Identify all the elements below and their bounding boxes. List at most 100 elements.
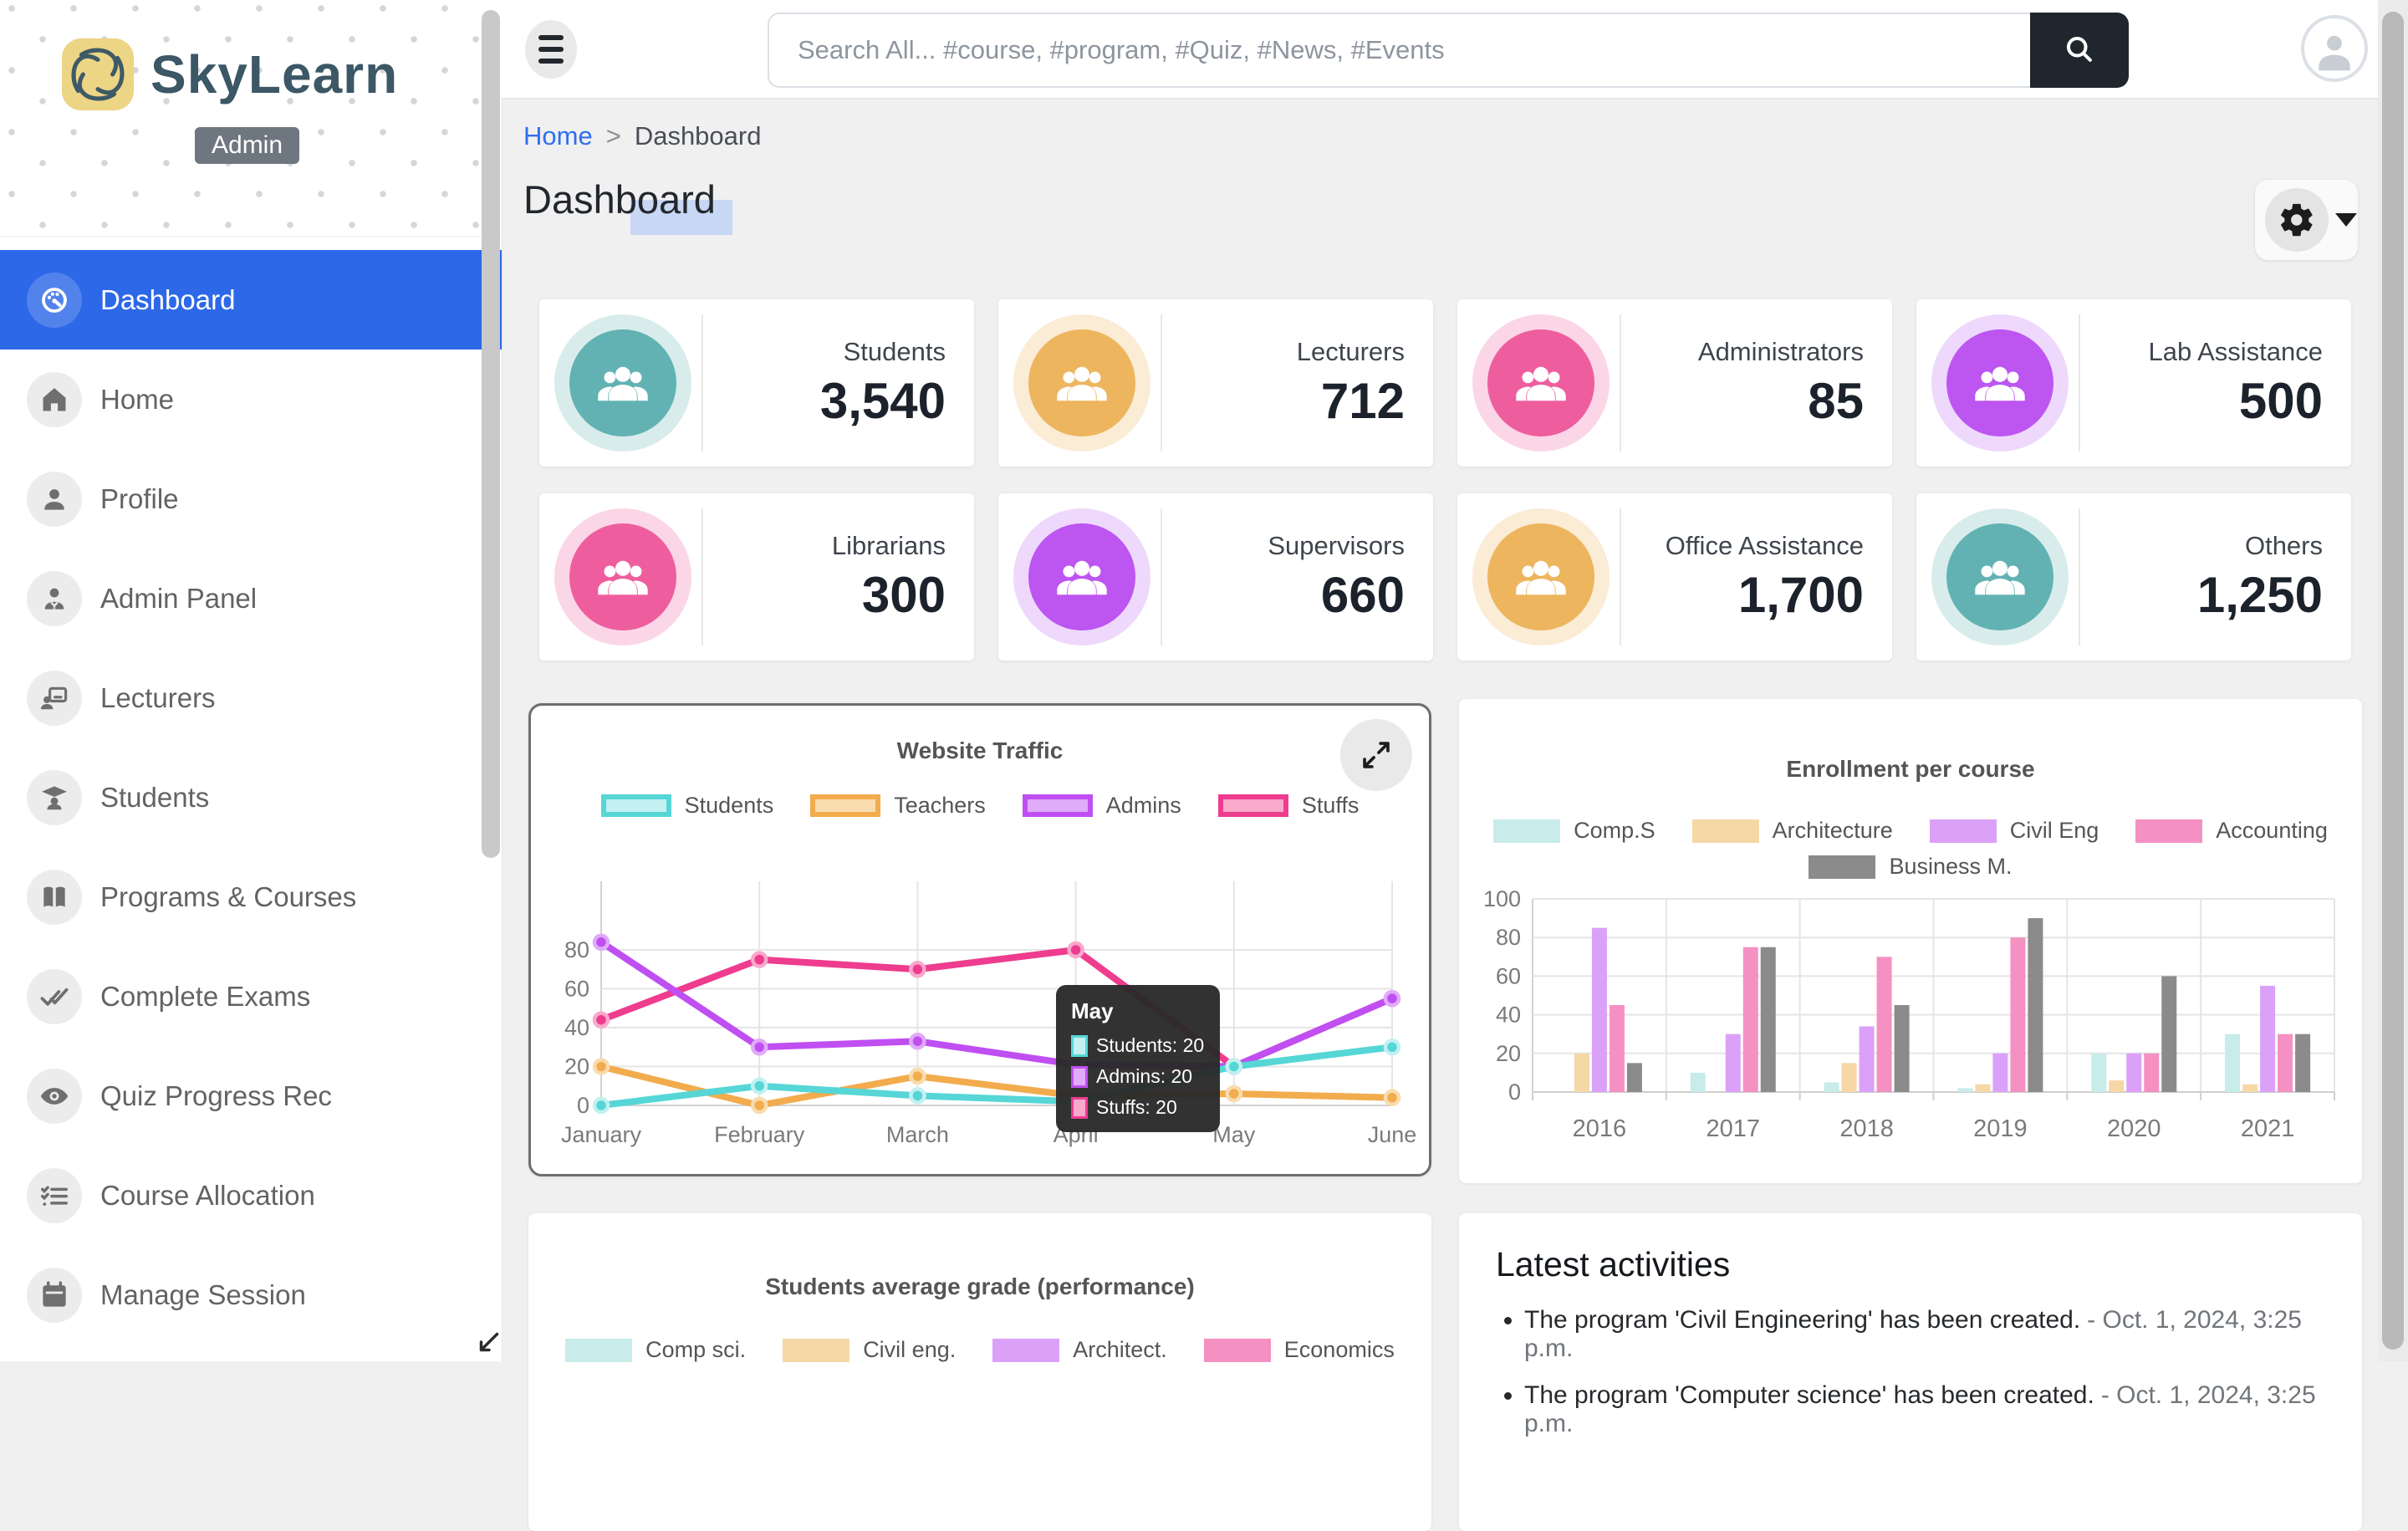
bar-chart[interactable]: 0 20 40 60 80 100 2016 2017 2018 2019 2020 2021 [1483, 886, 2337, 1166]
sidebar-item-label: Students [100, 781, 210, 813]
sidebar-item-admin-panel[interactable]: Admin Panel [0, 549, 502, 648]
breadcrumb: Home > Dashboard [523, 121, 761, 151]
stat-card: Others 1,250 [1916, 493, 2351, 661]
svg-text:80: 80 [564, 937, 589, 962]
hamburger-menu-icon[interactable] [525, 20, 577, 79]
legend-item[interactable]: Stuffs [1217, 793, 1359, 819]
legend-item[interactable]: Students [600, 793, 774, 819]
legend-item[interactable]: Civil Eng [1929, 818, 2099, 844]
stat-value: 1,250 [2196, 566, 2323, 623]
legend-swatch [992, 1338, 1060, 1362]
legend-swatch [2135, 819, 2203, 843]
complete-exams-icon [27, 968, 82, 1024]
window-scrollbar[interactable] [2378, 0, 2408, 1361]
sidebar-item-manage-session[interactable]: Manage Session [0, 1245, 502, 1345]
divider [2079, 314, 2080, 452]
legend-item[interactable]: Accounting [2135, 818, 2328, 844]
legend-item[interactable]: Teachers [810, 793, 986, 819]
divider [1620, 508, 1621, 646]
profile-icon [27, 471, 82, 527]
group-icon [1946, 523, 2053, 630]
divider [1161, 314, 1162, 452]
main-content: Home > Dashboard Dashboard Students 3,54… [502, 100, 2408, 1531]
legend-label: Accounting [2216, 818, 2328, 843]
legend-item[interactable]: Comp sci. [565, 1337, 746, 1363]
sidebar-scrollbar[interactable] [482, 10, 500, 858]
user-avatar[interactable] [2301, 15, 2368, 82]
legend-swatch [1809, 855, 1876, 879]
activities-list: The program 'Civil Engineering' has been… [1496, 1306, 2325, 1438]
stat-card: Students 3,540 [539, 299, 974, 467]
svg-text:40: 40 [564, 1015, 589, 1040]
sidebar-menu: Dashboard Home Profile Admin Panel Lectu… [0, 250, 502, 1345]
activity-time: - Oct. 1, 2024, 3:25 p.m. [1524, 1306, 2302, 1362]
legend-item[interactable]: Comp.S [1493, 818, 1656, 844]
app-name: SkyLearn [150, 44, 399, 105]
stat-label: Lab Assistance [2148, 336, 2323, 366]
tooltip-row: Students: 20 [1071, 1034, 1205, 1057]
legend-label: Civil Eng [2009, 818, 2099, 843]
sidebar-item-profile[interactable]: Profile [0, 449, 502, 549]
tooltip-title: May [1071, 998, 1114, 1023]
search-button[interactable] [2030, 13, 2129, 88]
sidebar-item-students[interactable]: Students [0, 748, 502, 847]
scrollbar-thumb[interactable] [2382, 12, 2404, 1350]
legend-label: Students [684, 793, 774, 818]
stat-label: Librarians [831, 530, 946, 560]
legend-label: Economics [1283, 1337, 1395, 1362]
page-title: Dashboard [523, 176, 732, 235]
expand-icon[interactable] [1340, 719, 1412, 791]
divider [701, 314, 703, 452]
svg-text:80: 80 [1496, 925, 1521, 950]
svg-text:May: May [1212, 1122, 1256, 1147]
breadcrumb-current: Dashboard [634, 121, 762, 151]
skylearn-logo-icon [59, 35, 137, 114]
manage-session-icon [27, 1267, 82, 1323]
legend-item[interactable]: Civil eng. [783, 1337, 956, 1363]
search-bar [768, 13, 2129, 88]
legend-swatch [810, 794, 881, 817]
search-input[interactable] [768, 13, 2030, 88]
stat-card: Lab Assistance 500 [1916, 299, 2351, 467]
activities-title: Latest activities [1496, 1245, 1731, 1283]
legend-label: Comp.S [1574, 818, 1656, 843]
legend-item[interactable]: Admins [1022, 793, 1181, 819]
group-icon [1487, 329, 1594, 436]
sidebar-item-programs-courses[interactable]: Programs & Courses [0, 847, 502, 947]
sidebar-item-complete-exams[interactable]: Complete Exams [0, 947, 502, 1046]
svg-text:June: June [1368, 1122, 1417, 1147]
legend-item[interactable]: Architecture [1691, 818, 1893, 844]
group-icon [1946, 329, 2053, 436]
sidebar-item-label: Lecturers [100, 681, 216, 713]
tooltip-text: Students: 20 [1096, 1034, 1205, 1056]
legend-swatch [783, 1338, 850, 1362]
topbar [502, 0, 2408, 100]
sidebar-item-course-allocation[interactable]: Course Allocation [0, 1146, 502, 1245]
group-icon [1028, 523, 1135, 630]
stat-card: Administrators 85 [1457, 299, 1892, 467]
stat-label: Others [2244, 530, 2323, 560]
breadcrumb-home-link[interactable]: Home [523, 121, 593, 151]
stat-value: 85 [1808, 372, 1864, 429]
divider [1620, 314, 1621, 452]
legend-item[interactable]: Business M. [1809, 854, 2013, 880]
divider [701, 508, 703, 646]
legend-label: Architect. [1073, 1337, 1167, 1362]
sidebar-item-dashboard[interactable]: Dashboard [0, 250, 502, 350]
sidebar-item-lecturers[interactable]: Lecturers [0, 648, 502, 748]
svg-text:20: 20 [1496, 1041, 1521, 1066]
sidebar-item-home[interactable]: Home [0, 350, 502, 449]
legend-item[interactable]: Architect. [992, 1337, 1167, 1363]
settings-button[interactable] [2255, 180, 2358, 260]
group-icon [569, 523, 676, 630]
chart-legend: Comp sci. Civil eng. Architect. Economics [528, 1337, 1431, 1363]
activity-text: The program 'Computer science' has been … [1524, 1381, 2094, 1409]
legend-item[interactable]: Economics [1203, 1337, 1395, 1363]
stat-card: Office Assistance 1,700 [1457, 493, 1892, 661]
sidebar-item-quiz-progress-rec[interactable]: Quiz Progress Rec [0, 1046, 502, 1146]
legend-label: Teachers [894, 793, 986, 818]
sidebar: SkyLearn Admin Dashboard Home Profile Ad… [0, 0, 503, 1361]
tooltip-swatch [1071, 1096, 1088, 1119]
sidebar-item-label: Quiz Progress Rec [100, 1079, 332, 1111]
